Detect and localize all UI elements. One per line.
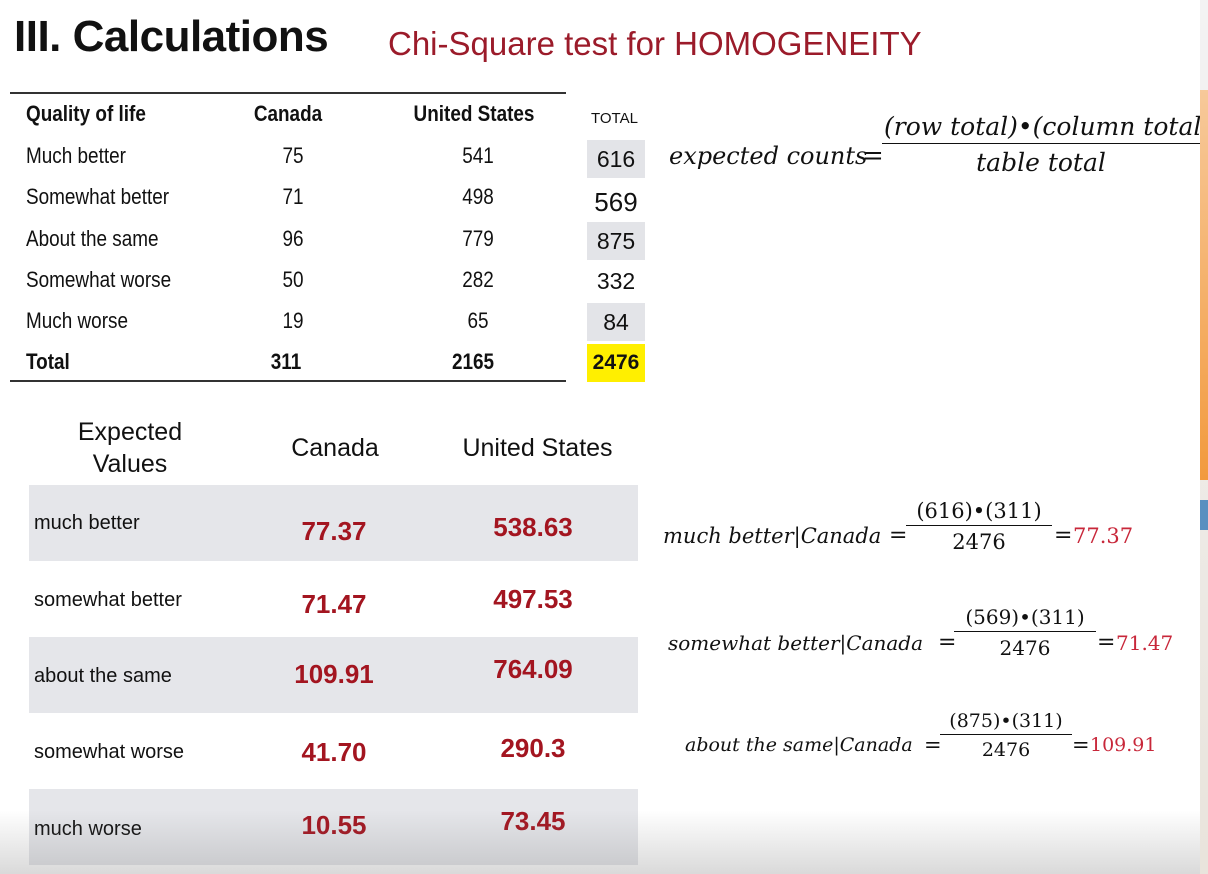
slide-title: III. Calculations bbox=[14, 12, 329, 61]
example-lhs: about the same|Canada bbox=[685, 734, 913, 756]
cell-canada: 19 bbox=[282, 308, 304, 333]
cell-united-states: 498 bbox=[462, 184, 494, 209]
expected-united-states: 538.63 bbox=[493, 512, 573, 542]
example-lhs: somewhat better|Canada bbox=[668, 631, 924, 655]
row-label: Somewhat better bbox=[26, 184, 170, 209]
cell-total: 616 bbox=[587, 140, 645, 178]
cell-canada: 50 bbox=[282, 267, 304, 292]
example-fraction: (875)•(311) 2476 bbox=[940, 710, 1072, 761]
expected-header-label: Expected Values bbox=[77, 418, 183, 478]
example-fraction: (616)•(311) 2476 bbox=[906, 499, 1052, 554]
example-numerator: (569)•(311) bbox=[954, 605, 1096, 632]
example-result: 71.47 bbox=[1116, 631, 1174, 655]
example-fraction: (569)•(311) 2476 bbox=[954, 605, 1096, 660]
expected-row-label: somewhat better bbox=[34, 589, 182, 611]
expected-header-canada: Canada bbox=[291, 434, 379, 462]
example-numerator: (616)•(311) bbox=[906, 499, 1052, 526]
expected-row-label: much worse bbox=[34, 818, 142, 840]
cell-canada: 96 bbox=[282, 226, 304, 251]
table-bottom-rule bbox=[10, 380, 566, 382]
example-equals: = bbox=[1072, 733, 1090, 757]
slide-subtitle: Chi-Square test for HOMOGENEITY bbox=[388, 25, 922, 62]
expected-canada: 71.47 bbox=[301, 589, 367, 619]
row-label: Much better bbox=[26, 143, 126, 168]
cell-total: 569 bbox=[594, 187, 638, 217]
header-total: TOTAL bbox=[591, 110, 638, 127]
expected-row-label: somewhat worse bbox=[34, 741, 185, 763]
right-edge-strip bbox=[1200, 0, 1208, 874]
formula-fraction: (row total)•(column total) table total bbox=[882, 112, 1200, 177]
example-equals: = bbox=[1097, 630, 1116, 655]
expected-united-states: 497.53 bbox=[493, 584, 573, 614]
example-equals: = bbox=[1054, 523, 1073, 548]
expected-canada: 10.55 bbox=[301, 810, 367, 840]
formula-denominator: table total bbox=[976, 148, 1106, 177]
cell-united-states: 779 bbox=[462, 226, 494, 251]
formula-lhs: expected counts bbox=[669, 142, 868, 170]
cell-united-states: 282 bbox=[462, 267, 494, 292]
cell-canada: 75 bbox=[282, 143, 304, 168]
total-canada: 311 bbox=[270, 349, 302, 374]
header-canada: Canada bbox=[253, 101, 323, 126]
cell-total: 875 bbox=[587, 222, 645, 260]
expected-canada: 41.70 bbox=[301, 737, 367, 767]
expected-canada: 77.37 bbox=[301, 516, 367, 546]
example-equals: = bbox=[938, 630, 957, 655]
row-label: Much worse bbox=[26, 308, 128, 333]
expected-united-states: 73.45 bbox=[500, 806, 566, 836]
example-result: 77.37 bbox=[1073, 524, 1134, 548]
expected-row-shade bbox=[29, 637, 638, 713]
cell-total: 332 bbox=[596, 268, 636, 294]
formula-numerator: (row total)•(column total) bbox=[882, 112, 1200, 144]
expected-row-shade bbox=[29, 485, 638, 561]
example-result: 109.91 bbox=[1090, 734, 1157, 756]
row-label: About the same bbox=[26, 226, 159, 251]
cell-united-states: 65 bbox=[467, 308, 489, 333]
expected-header-united-states: United States bbox=[462, 434, 613, 462]
expected-united-states: 764.09 bbox=[493, 654, 573, 684]
example-equals: = bbox=[889, 523, 908, 548]
cell-canada: 71 bbox=[282, 184, 304, 209]
cell-total: 84 bbox=[587, 303, 645, 341]
example-denominator: 2476 bbox=[981, 739, 1031, 761]
expected-united-states: 290.3 bbox=[500, 733, 566, 763]
row-label: Somewhat worse bbox=[26, 267, 172, 292]
grand-total: 2476 bbox=[587, 344, 645, 382]
expected-row-shade bbox=[29, 789, 638, 865]
total-united-states: 2165 bbox=[451, 349, 495, 374]
example-lhs: much better|Canada bbox=[663, 524, 882, 548]
example-denominator: 2476 bbox=[999, 636, 1051, 660]
header-united-states: United States bbox=[413, 101, 535, 126]
formula-equals: = bbox=[862, 141, 884, 171]
expected-row-label: about the same bbox=[34, 665, 172, 687]
edge-accent-orange bbox=[1200, 90, 1208, 480]
example-equals: = bbox=[924, 733, 942, 757]
expected-row-label: much better bbox=[34, 512, 140, 534]
total-row-label: Total bbox=[26, 349, 70, 374]
expected-canada: 109.91 bbox=[294, 659, 374, 689]
example-denominator: 2476 bbox=[952, 530, 1006, 554]
example-numerator: (875)•(311) bbox=[940, 710, 1072, 735]
table-top-rule bbox=[10, 92, 566, 94]
edge-accent-blue bbox=[1200, 500, 1208, 530]
header-quality-of-life: Quality of life bbox=[26, 101, 146, 126]
cell-united-states: 541 bbox=[462, 143, 494, 168]
